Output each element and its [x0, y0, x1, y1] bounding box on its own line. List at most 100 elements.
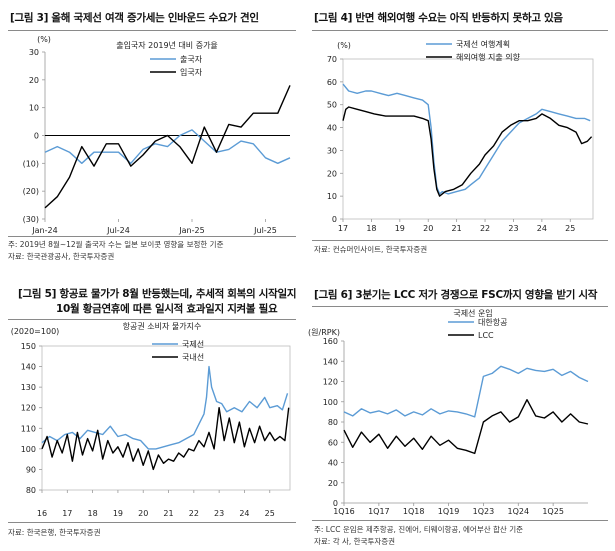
panel-4-title: [그림 6] 3분기는 LCC 저가 경쟁으로 FSC까지 영향을 받기 시작: [314, 289, 598, 301]
chart-2-xtick-label: 22: [480, 224, 490, 233]
chart-3-xtick-label: 17: [62, 509, 72, 518]
chart-4-series-2-line: [343, 398, 589, 455]
panel-4-note-1: 주: LCC 운임은 제주항공, 진에어, 티웨이항공, 에어부산 합산 기준: [314, 525, 524, 534]
chart-4-ytick-label: 40: [328, 459, 338, 468]
chart-3-xtick-label: 21: [163, 509, 173, 518]
chart-2-xtick-label: 20: [423, 224, 433, 233]
chart-3-y-unit-label: (2020=100): [11, 327, 60, 336]
chart-4-xtick-label: 1Q23: [473, 507, 495, 516]
panel-3-title-line2: 10월 황금연휴에 따른 일시적 효과일지 지켜볼 필요: [56, 303, 278, 315]
chart-1-xtick-label: Jul-25: [253, 226, 277, 235]
chart-3-ytick-label: 80: [26, 486, 36, 495]
chart-1-ytick-label: (30): [23, 215, 39, 224]
chart-1-legend-label-1: 출국자: [180, 54, 203, 64]
chart-3-xtick-label: 19: [113, 509, 123, 518]
chart-3-series-1-line: [41, 365, 289, 450]
chart-4-ytick-label: 60: [328, 438, 338, 447]
chart-3-xtick-label: 23: [214, 509, 224, 518]
chart-4-ytick-label: 120: [323, 378, 338, 387]
panel-3-bottom-rule: [8, 522, 296, 523]
chart-4-ytick-label: 100: [323, 398, 338, 407]
chart-4-xtick-label: 1Q24: [507, 507, 529, 516]
chart-4-xtick-label: 1Q18: [403, 507, 425, 516]
chart-3-series-2-line: [41, 406, 290, 471]
chart-4-series-1-line: [343, 365, 589, 418]
chart-1-ytick-label: 20: [29, 76, 39, 85]
chart-2-xtick-label: 18: [366, 224, 376, 233]
chart-2-xtick-label: 19: [395, 224, 405, 233]
chart-1-xtick-label: Jul-24: [106, 226, 130, 235]
panel-1-note-1: 주: 2019년 8월~12월 출국자 수는 일본 보이콧 영향을 보정한 기준: [8, 240, 224, 249]
panel-1-title: [그림 3] 올해 국제선 여객 증가세는 인바운드 수요가 견인: [10, 12, 259, 24]
chart-3-xtick-label: 20: [138, 509, 148, 518]
chart-1-xtick-label: Jan-24: [31, 226, 57, 235]
chart-4-xtick-label: 1Q17: [368, 507, 390, 516]
chart-4-ytick-label: 0: [333, 499, 338, 508]
chart-4-legend-label-2: LCC: [478, 331, 494, 340]
chart-1-ytick-label: 10: [29, 104, 39, 113]
chart-3-ytick-label: 100: [21, 445, 36, 454]
panel-1: [그림 3] 올해 국제선 여객 증가세는 인바운드 수요가 견인 30 20 10…: [0, 0, 300, 270]
chart-3-ytick-label: 110: [21, 424, 36, 433]
chart-4-y-unit-label: (원/RPK): [308, 328, 340, 337]
chart-2-ytick-label: 40: [327, 124, 337, 133]
chart-3-svg: 150 140 130 120 110 100 90 80 16 17 18 19 20 21 22 23 24…: [11, 321, 291, 518]
chart-3-xtick-label: 22: [189, 509, 199, 518]
chart-4-ytick-label: 160: [323, 337, 338, 346]
chart-3-legend-label-1: 국제선: [182, 340, 204, 349]
chart-2-series-1-line: [342, 83, 591, 195]
chart-2-ytick-label: 60: [327, 78, 337, 87]
chart-4-xtick-label: 1Q16: [333, 507, 355, 516]
panel-4-title-rule: [312, 306, 608, 307]
chart-1-series-1-line: [44, 129, 291, 165]
panel-4-bottom-rule: [312, 520, 608, 521]
chart-1-ytick-label: (20): [23, 187, 39, 196]
chart-3-xtick-label: 16: [37, 509, 47, 518]
chart-3-ytick-label: 120: [21, 404, 36, 413]
chart-3-legend-label-2: 국내선: [182, 353, 204, 362]
panel-2-note-1: 자료: 컨슈머인사이트, 한국투자증권: [314, 245, 428, 254]
chart-1-ytick-label: 0: [34, 132, 39, 141]
chart-2-xtick-label: 17: [338, 224, 348, 233]
chart-3-ytick-label: 150: [21, 342, 36, 351]
chart-2-xtick-label: 25: [565, 224, 575, 233]
chart-1-legend-label-2: 입국자: [180, 68, 203, 77]
chart-2-ytick-label: 50: [327, 101, 337, 110]
chart-4-title: 국제선 운임: [453, 309, 492, 318]
panel-1-bottom-rule: [8, 236, 296, 237]
chart-2-xtick-label: 23: [508, 224, 518, 233]
chart-4-ytick-label: 80: [328, 418, 338, 427]
chart-2-ytick-label: 70: [327, 55, 337, 64]
chart-4-xtick-label: 1Q19: [438, 507, 460, 516]
chart-2-plot-frame: [342, 58, 594, 220]
panel-2: [그림 4] 반면 해외여행 수요는 아직 반등하지 못하고 있음 70 60 50…: [308, 0, 615, 270]
chart-1-title: 출입국자 2019년 대비 증가율: [116, 40, 218, 50]
panel-3: [그림 5] 항공료 물가가 8월 반등했는데, 추세적 회복의 시작일지 10…: [0, 278, 300, 551]
chart-2-svg: 70 60 50 40 30 20 10 017 18 19 20 21 22 23 24 25 (%) 국제선 …: [327, 39, 594, 233]
chart-1-y-unit-label: (%): [37, 35, 51, 44]
panel-2-bottom-rule: [312, 240, 608, 241]
chart-2-ytick-label: 0: [332, 215, 337, 224]
chart-4-ytick-label: 20: [328, 479, 338, 488]
panel-3-title-rule: [8, 319, 296, 320]
panel-4-note-2: 자료: 각 사, 한국투자증권: [314, 537, 396, 546]
chart-1-xtick-label: Jan-25: [178, 226, 204, 235]
chart-2-ytick-label: 30: [327, 146, 337, 155]
chart-2-legend-label-1: 국제선 여행계획: [456, 39, 510, 49]
panel-2-title: [그림 4] 반면 해외여행 수요는 아직 반등하지 못하고 있음: [314, 12, 563, 24]
chart-3-ytick-label: 140: [21, 363, 36, 372]
chart-3-title: 항공권 소비자 물가지수: [123, 321, 202, 331]
chart-3-ytick-label: 90: [26, 465, 36, 474]
chart-3-xtick-label: 24: [239, 509, 249, 518]
chart-4-legend-label-1: 대한항공: [478, 318, 507, 327]
chart-1-ytick-label: 30: [29, 48, 39, 57]
chart-3-plot-frame: [41, 345, 291, 491]
panel-3-note-1: 자료: 한국은행, 한국투자증권: [8, 528, 101, 537]
chart-2-series-2-line: [342, 106, 593, 197]
chart-2-ytick-label: 20: [327, 169, 337, 178]
panel-1-note-2: 자료: 한국관광공사, 한국투자증권: [8, 252, 115, 261]
panel-2-title-rule: [312, 30, 608, 31]
chart-1-series-2-line: [44, 85, 291, 209]
chart-3-ytick-label: 130: [21, 383, 36, 392]
